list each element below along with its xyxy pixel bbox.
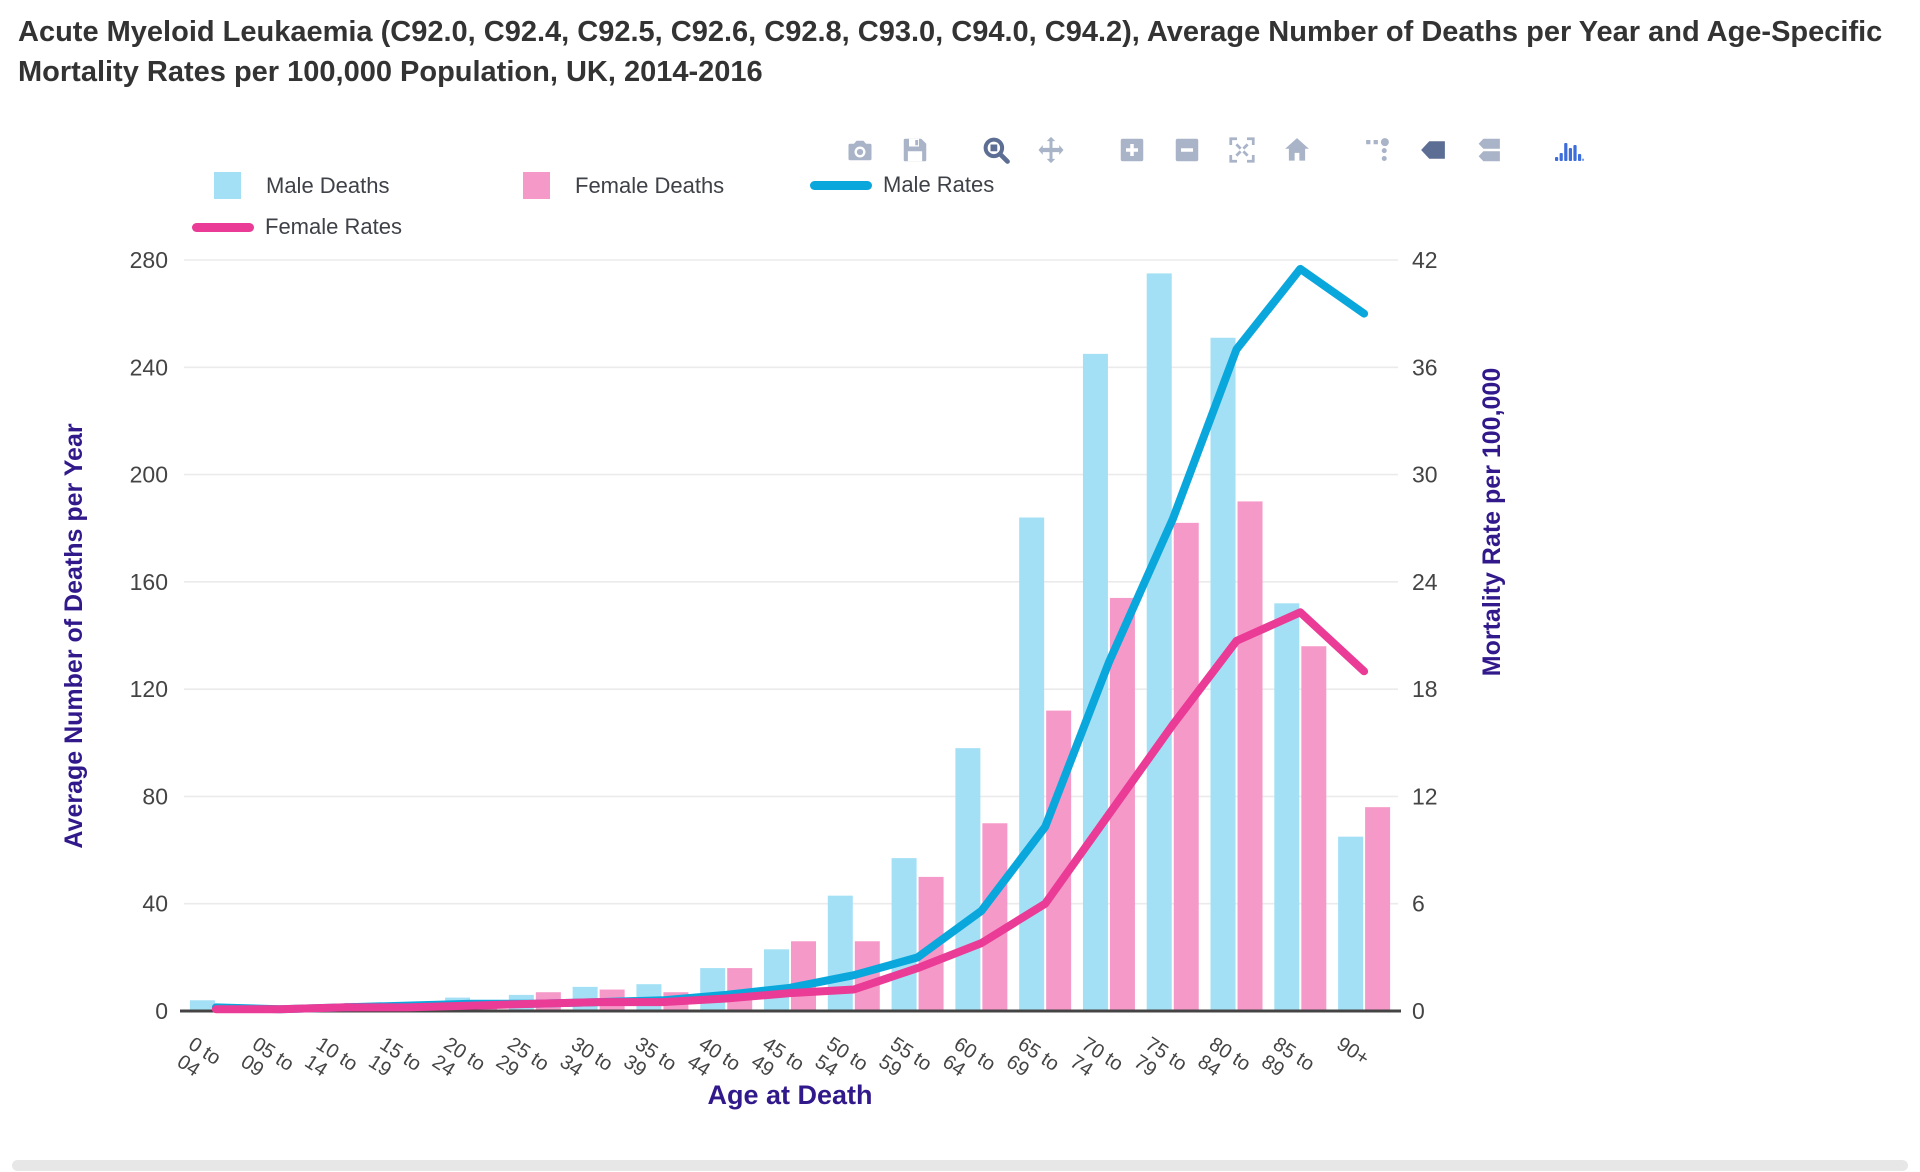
y-right-tick-label: 12 — [1412, 783, 1438, 809]
x-axis-title: Age at Death — [707, 1080, 872, 1110]
legend-label: Female Deaths — [575, 172, 725, 198]
y-right-tick-label: 24 — [1412, 569, 1438, 595]
bar-female-deaths[interactable] — [791, 941, 816, 1011]
x-tick-label: 25 to29 — [492, 1033, 553, 1093]
x-tick-label: 65 to69 — [1002, 1033, 1063, 1093]
bar-male-deaths[interactable] — [1274, 603, 1300, 1011]
y-left-tick-label: 80 — [142, 783, 168, 809]
y-left-tick-label: 0 — [155, 998, 168, 1024]
x-tick-label: 70 to74 — [1066, 1033, 1127, 1093]
zoom-icon[interactable] — [978, 132, 1014, 168]
legend-item-female-rates[interactable]: Female Rates — [192, 214, 402, 240]
y-right-tick-label: 0 — [1412, 998, 1425, 1024]
x-tick-label: 05 to09 — [237, 1033, 298, 1093]
plotly-logo-icon[interactable] — [1551, 132, 1587, 168]
x-tick-label: 85 to89 — [1257, 1033, 1318, 1093]
y-left-axis-title: Average Number of Deaths per Year — [60, 423, 88, 848]
bar-male-deaths[interactable] — [189, 1000, 215, 1011]
y-right-tick-label: 30 — [1412, 462, 1438, 488]
x-tick-label: 30 to34 — [556, 1033, 617, 1093]
y-right-tick-label: 6 — [1412, 891, 1425, 917]
y-left-tick-label: 240 — [130, 354, 168, 380]
x-tick-label: 35 to39 — [620, 1033, 681, 1093]
pan-icon[interactable] — [1033, 132, 1069, 168]
bar-male-deaths[interactable] — [1146, 273, 1172, 1011]
y-left-tick-label: 120 — [130, 676, 168, 702]
bar-male-deaths[interactable] — [700, 968, 726, 1011]
bar-male-deaths[interactable] — [1019, 517, 1045, 1011]
reset-axes-home-icon[interactable] — [1279, 132, 1315, 168]
y-right-tick-label: 42 — [1412, 247, 1438, 273]
x-tick-label: 60 to64 — [938, 1033, 999, 1093]
x-tick-label: 0 to04 — [173, 1033, 224, 1087]
zoom-in-icon[interactable] — [1114, 132, 1150, 168]
legend-label: Female Rates — [265, 214, 402, 239]
hover-compare-icon[interactable] — [1470, 132, 1506, 168]
camera-icon[interactable] — [842, 132, 878, 168]
line-female-rates[interactable] — [211, 608, 1369, 1014]
legend-item-female-deaths[interactable]: Female Deaths — [523, 172, 724, 199]
female-rates-swatch — [192, 222, 254, 232]
x-tick-label: 90+ — [1333, 1033, 1373, 1070]
bar-female-deaths[interactable] — [1173, 522, 1199, 1011]
bar-male-deaths[interactable] — [764, 949, 789, 1011]
y-left-tick-label: 200 — [130, 462, 168, 488]
x-tick-label: 10 to14 — [301, 1033, 362, 1093]
bar-male-deaths[interactable] — [891, 858, 917, 1011]
bar-female-deaths[interactable] — [1365, 807, 1391, 1011]
bottom-divider — [12, 1160, 1908, 1171]
male-deaths-swatch — [214, 172, 241, 199]
page-title: Acute Myeloid Leukaemia (C92.0, C92.4, C… — [18, 16, 1883, 89]
bar-female-deaths[interactable] — [1046, 710, 1072, 1011]
hover-closest-icon[interactable] — [1415, 132, 1451, 168]
spikelines-icon[interactable] — [1360, 132, 1396, 168]
female-deaths-swatch — [523, 172, 550, 199]
save-icon[interactable] — [897, 132, 933, 168]
y-left-tick-label: 160 — [130, 569, 168, 595]
y-right-tick-label: 18 — [1412, 676, 1438, 702]
bar-female-deaths[interactable] — [1301, 646, 1327, 1011]
bar-male-deaths[interactable] — [955, 748, 981, 1011]
modebar — [842, 132, 1587, 168]
legend-label: Male Deaths — [266, 172, 390, 198]
legend-item-male-deaths[interactable]: Male Deaths — [214, 172, 390, 199]
y-left-tick-label: 40 — [142, 891, 168, 917]
legend-item-male-rates[interactable]: Male Rates — [810, 172, 994, 198]
x-tick-label: 80 to84 — [1194, 1033, 1255, 1093]
legend-label: Male Rates — [883, 172, 995, 197]
y-left-tick-label: 280 — [130, 247, 168, 273]
autoscale-icon[interactable] — [1224, 132, 1260, 168]
y-right-tick-label: 36 — [1412, 354, 1438, 380]
bar-female-deaths[interactable] — [1237, 501, 1263, 1011]
bar-male-deaths[interactable] — [1338, 836, 1364, 1011]
bar-female-deaths[interactable] — [982, 823, 1008, 1011]
x-tick-label: 55 to59 — [875, 1033, 936, 1093]
x-tick-label: 15 to19 — [364, 1033, 425, 1093]
x-tick-label: 75 to79 — [1130, 1033, 1191, 1093]
zoom-out-icon[interactable] — [1169, 132, 1205, 168]
y-right-axis-title: Mortality Rate per 100,000 — [1478, 368, 1506, 676]
x-tick-label: 20 to24 — [428, 1033, 489, 1093]
male-rates-swatch — [810, 180, 872, 190]
